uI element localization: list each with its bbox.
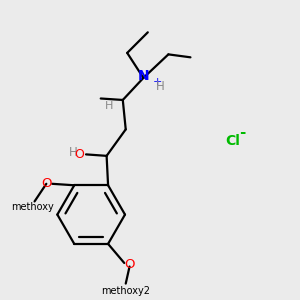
Text: O: O bbox=[42, 177, 52, 190]
Text: H: H bbox=[68, 146, 77, 159]
Text: -: - bbox=[239, 125, 246, 140]
Text: H: H bbox=[156, 80, 165, 93]
Text: methoxy2: methoxy2 bbox=[101, 286, 150, 296]
Text: O: O bbox=[75, 148, 85, 160]
Text: N: N bbox=[138, 69, 150, 83]
Text: H: H bbox=[105, 101, 114, 111]
Text: O: O bbox=[124, 258, 135, 271]
Text: methoxy: methoxy bbox=[11, 202, 54, 212]
Text: +: + bbox=[153, 77, 162, 87]
Text: Cl: Cl bbox=[225, 134, 240, 148]
